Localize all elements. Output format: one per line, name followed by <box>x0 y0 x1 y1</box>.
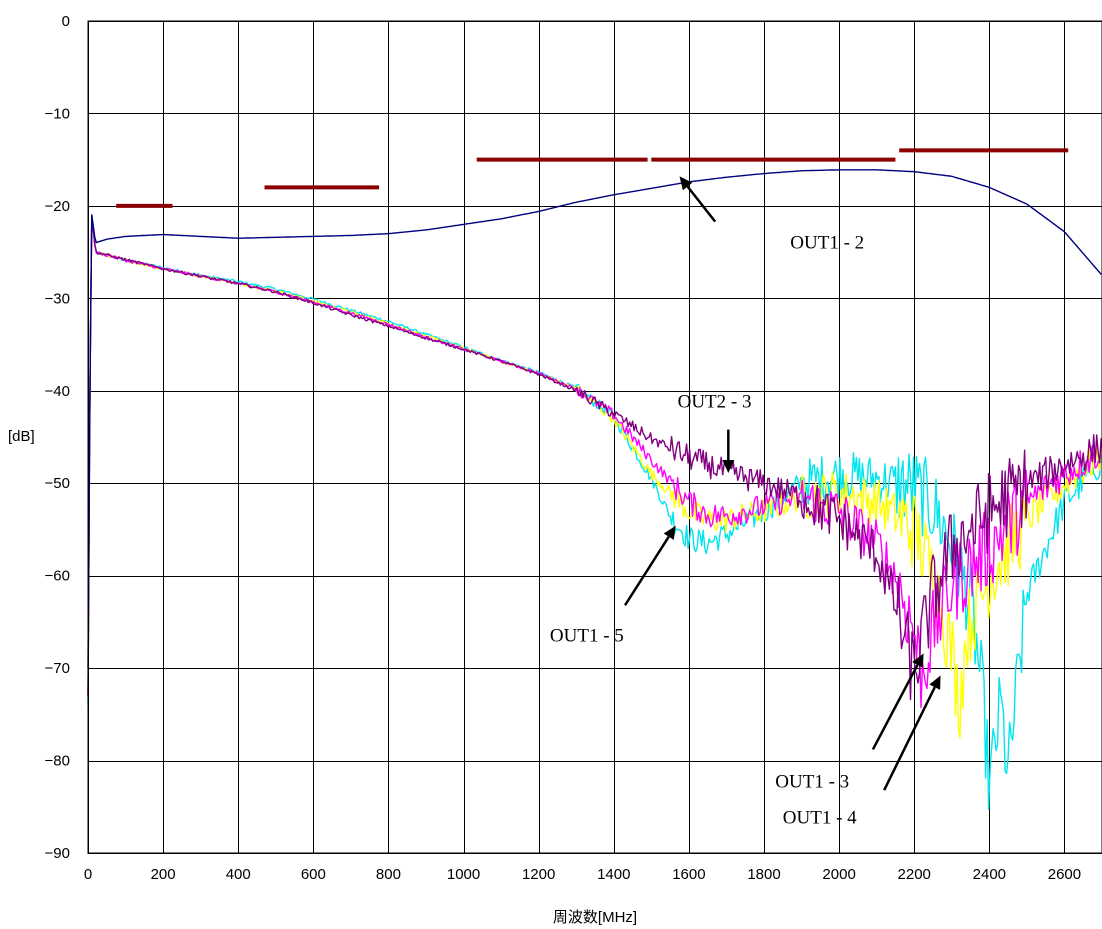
plot-frame <box>87 20 1102 854</box>
series-out1-4 <box>87 215 1102 739</box>
x-tick-label: 1000 <box>447 866 480 883</box>
limit-lines <box>116 148 1069 208</box>
x-axis-label: 周波数[MHz] <box>553 909 637 926</box>
x-tick-label: 2600 <box>1048 866 1081 883</box>
y-axis-label: [dB] <box>8 428 35 445</box>
x-tick-label: 1600 <box>672 866 705 883</box>
x-tick-label: 1200 <box>522 866 555 883</box>
x-tick-label: 2400 <box>973 866 1006 883</box>
x-tick-label: 2000 <box>822 866 855 883</box>
series-lines <box>87 169 1102 811</box>
annotation-label: OUT1 - 2 <box>790 232 864 253</box>
y-tick-label: −30 <box>45 290 70 307</box>
y-tick-label: −70 <box>45 660 70 677</box>
annotation-arrow-head <box>912 653 924 668</box>
x-tick-label: 1800 <box>747 866 780 883</box>
x-tick-label: 0 <box>84 866 92 883</box>
y-tick-label: −50 <box>45 475 70 492</box>
annotation-label: OUT1 - 3 <box>775 771 849 792</box>
y-tick-label: −20 <box>45 198 70 215</box>
annotation-arrow-line <box>686 185 717 223</box>
annotation-arrow-head <box>679 176 693 191</box>
x-tick-label: 200 <box>151 866 176 883</box>
annotation-arrow-head <box>663 525 676 540</box>
y-tick-label: −40 <box>45 383 70 400</box>
y-tick-label: −60 <box>45 568 70 585</box>
grid-lines <box>88 21 1102 853</box>
y-tick-label: −10 <box>45 105 70 122</box>
tick-labels: 0 200 400 600 800 1000 1200 1400 1600 1800 2000 220… <box>45 13 1082 883</box>
annotation-arrow-line <box>883 686 936 791</box>
annotation-arrow-head <box>722 460 735 474</box>
annotation-label: OUT1 - 5 <box>550 625 624 646</box>
y-tick-label: −80 <box>45 753 70 770</box>
series-out1-2 <box>87 169 1102 669</box>
y-tick-label: −90 <box>45 845 70 862</box>
annotation-arrow-head <box>929 675 941 690</box>
annotation-arrow-line <box>871 664 919 751</box>
annotations: OUT1 - 2 OUT2 - 3 OUT1 - 5 OUT1 - 3 OUT1 - 4 <box>550 176 941 828</box>
annotation-label: OUT1 - 4 <box>783 807 857 828</box>
series-out1-5 <box>87 214 1102 811</box>
series-out2-3 <box>87 215 1102 701</box>
y-tick-label: 0 <box>62 13 70 30</box>
x-tick-label: 800 <box>376 866 401 883</box>
x-tick-label: 400 <box>226 866 251 883</box>
x-tick-label: 600 <box>301 866 326 883</box>
x-tick-label: 1400 <box>597 866 630 883</box>
annotation-arrow-line <box>623 536 670 606</box>
x-tick-label: 2200 <box>898 866 931 883</box>
annotation-label: OUT2 - 3 <box>678 391 752 412</box>
